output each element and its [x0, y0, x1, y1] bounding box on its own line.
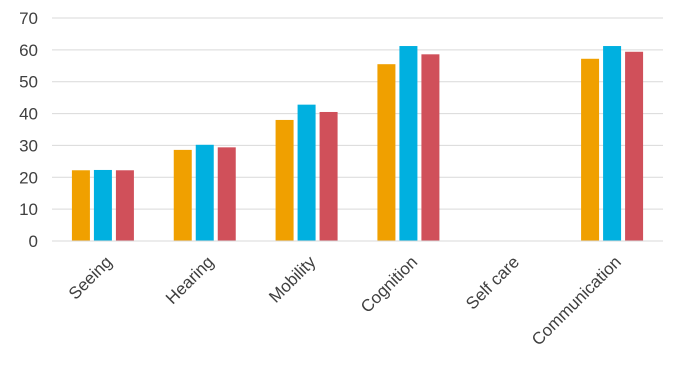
y-tick-label: 70 — [19, 9, 38, 28]
x-axis: Seeing Hearing Mobility Cognition Self care C… — [52, 240, 663, 349]
bar-cognition-s2 — [399, 46, 418, 241]
bar-cognition-s3 — [421, 54, 440, 242]
y-tick-label: 20 — [19, 168, 38, 187]
bar-seeing-s3 — [115, 170, 134, 241]
y-tick-label: 30 — [19, 136, 38, 155]
bar-mobility-s2 — [297, 104, 316, 241]
bar-mobility-s1 — [275, 119, 294, 241]
bar-hearing-s2 — [195, 144, 214, 241]
bar-cognition-s1 — [377, 64, 396, 241]
x-tick-label: Communication — [528, 252, 625, 349]
gridlines — [52, 17, 663, 210]
y-tick-label: 50 — [19, 73, 38, 92]
bar-communication-s1 — [581, 58, 600, 241]
y-axis: 0 10 20 30 40 50 60 70 — [19, 9, 38, 251]
bar-mobility-s3 — [319, 111, 338, 241]
bar-hearing-s1 — [173, 149, 192, 241]
bar-communication-s3 — [625, 51, 644, 241]
x-tick-label: Cognition — [357, 252, 421, 316]
x-tick-label: Mobility — [265, 252, 320, 307]
y-tick-label: 60 — [19, 41, 38, 60]
x-tick-label: Self care — [462, 252, 523, 313]
x-tick-label: Hearing — [162, 252, 218, 308]
bar-seeing-s1 — [71, 170, 90, 241]
bar-hearing-s3 — [217, 147, 236, 241]
bar-seeing-s2 — [93, 169, 112, 241]
y-tick-label: 10 — [19, 200, 38, 219]
y-tick-label: 0 — [29, 232, 38, 251]
x-tick-label: Seeing — [65, 252, 116, 303]
bars — [71, 46, 644, 242]
bar-communication-s2 — [603, 46, 622, 241]
y-tick-label: 40 — [19, 105, 38, 124]
